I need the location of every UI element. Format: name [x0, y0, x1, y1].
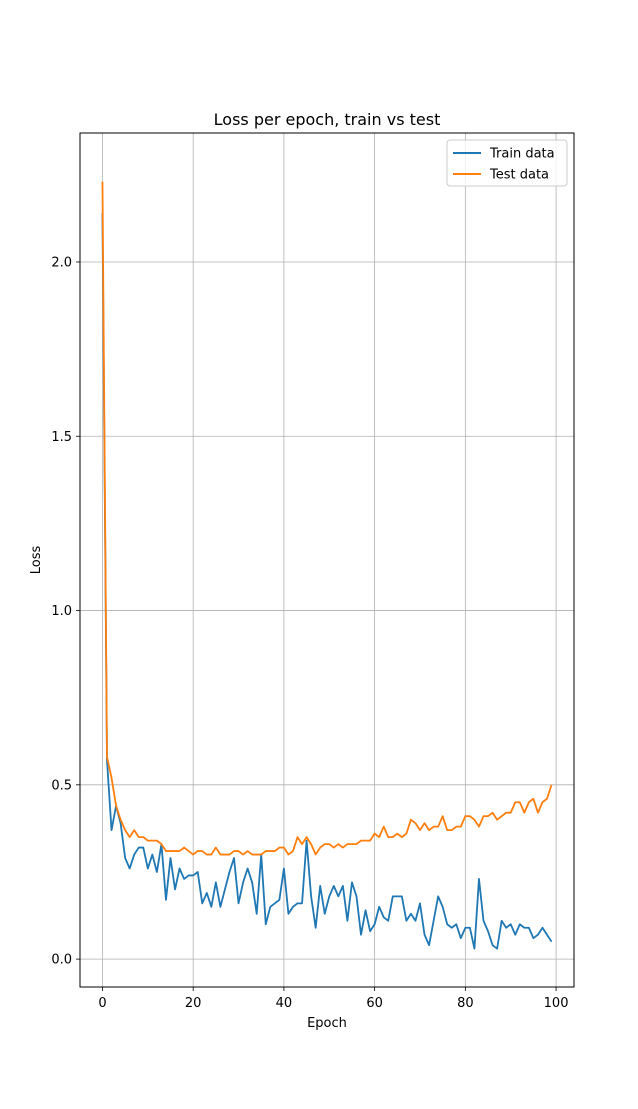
- chart-title: Loss per epoch, train vs test: [214, 110, 441, 129]
- series-layer: [101, 181, 553, 950]
- train-data-line: [101, 213, 553, 950]
- y-tick-label: 1.5: [51, 430, 72, 445]
- test-data-line: [101, 181, 553, 856]
- y-tick-label: 0.0: [51, 953, 72, 968]
- y-tick-label: 2.0: [51, 255, 72, 270]
- y-tick-label: 0.5: [51, 778, 72, 793]
- legend-label-train: Train data: [489, 147, 555, 162]
- x-tick-label: 20: [185, 996, 202, 1011]
- legend: Train data Test data: [446, 139, 568, 187]
- x-tick-label: 0: [98, 996, 106, 1011]
- x-tick-label: 100: [544, 996, 569, 1011]
- axis-ticks: 0 20 40 60 80 100 0.0 0.5 1.0 1.5 2.0: [51, 255, 568, 1011]
- y-tick-label: 1.0: [51, 604, 72, 619]
- x-tick-label: 60: [366, 996, 383, 1011]
- legend-label-test: Test data: [489, 168, 549, 183]
- y-axis-label: Loss: [29, 546, 44, 575]
- x-tick-label: 80: [457, 996, 474, 1011]
- x-tick-label: 40: [276, 996, 293, 1011]
- x-axis-label: Epoch: [307, 1016, 347, 1031]
- grid-lines: [80, 133, 574, 987]
- plot-frame: [79, 132, 575, 988]
